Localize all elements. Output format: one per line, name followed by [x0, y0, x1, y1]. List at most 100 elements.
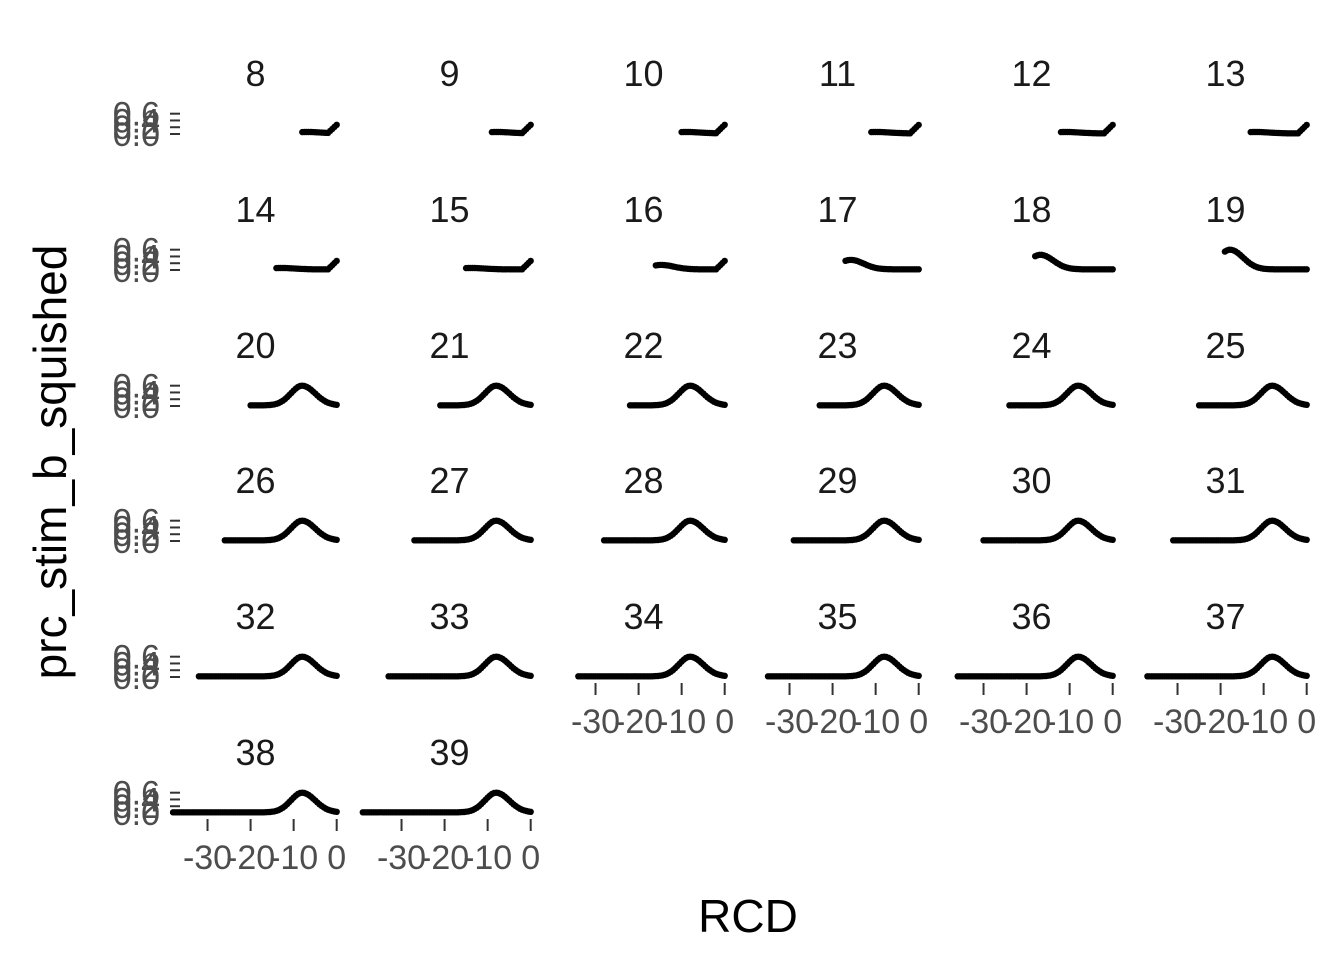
x-tick-label: -10 [851, 703, 900, 741]
panel-title: 36 [1011, 596, 1051, 637]
x-tick-label: -30 [959, 703, 1008, 741]
data-point [1303, 266, 1310, 273]
facet-panel: 39 -30-20-10 0 [359, 732, 540, 877]
panel-title: 11 [819, 53, 856, 94]
facet-panel: 16 [623, 189, 728, 273]
facet-panel: 29 [790, 460, 922, 544]
panel-title: 25 [1205, 325, 1245, 366]
panel-title: 32 [235, 596, 275, 637]
y-tick-label: 0.2 [113, 652, 160, 690]
facet-panel: 22 [623, 325, 728, 409]
x-tick-label: -10 [657, 703, 706, 741]
panel-title: 17 [817, 189, 857, 230]
y-tick-label: 0.0 [113, 523, 160, 561]
panel-title: 8 [245, 53, 265, 94]
panel-title: 38 [235, 732, 275, 773]
panel-title: 16 [623, 189, 663, 230]
data-point [721, 401, 728, 408]
x-tick-label: -20 [226, 839, 275, 877]
panel-title: 19 [1205, 189, 1245, 230]
panel-title: 15 [429, 189, 469, 230]
panel-title: 37 [1205, 596, 1245, 637]
data-point [1109, 121, 1116, 129]
y-tick-label: 0.0 [113, 659, 160, 697]
facet-panel: 8 0.00.20.40.6 [113, 53, 340, 154]
data-point [1303, 121, 1310, 129]
facet-panel: 23 [816, 325, 922, 409]
x-tick-label: -20 [1002, 703, 1051, 741]
y-tick-label: 0.4 [113, 781, 160, 819]
panel-title: 39 [429, 732, 469, 773]
x-tick-label: 0 [521, 839, 540, 877]
data-point [1109, 536, 1116, 543]
facet-panel: 18 [1011, 189, 1116, 273]
x-tick-label: 0 [1103, 703, 1122, 741]
facet-panel: 37 -30-20-10 0 [1144, 596, 1316, 741]
data-point [527, 808, 534, 815]
panel-title: 30 [1011, 460, 1051, 501]
panel-title: 26 [235, 460, 275, 501]
y-tick-label: 0.0 [113, 252, 160, 290]
facet-panel: 35 -30-20-10 0 [764, 596, 928, 741]
data-point [527, 401, 534, 408]
facet-panel: 38 0.00.20.40.6 -30-20-10 0 [113, 732, 346, 877]
y-tick-label: 0.2 [113, 245, 160, 283]
y-tick-label: 0.2 [113, 109, 160, 147]
panel-title: 9 [439, 53, 459, 94]
facet-panel: 13 [1205, 53, 1310, 137]
y-tick-label: 0.4 [113, 238, 160, 276]
data-point [1109, 401, 1116, 408]
data-point [527, 121, 534, 128]
data-point [915, 401, 922, 408]
panel-title: 34 [623, 596, 663, 637]
x-tick-label: 0 [715, 703, 734, 741]
facet-panel: 20 0.00.20.40.6 [113, 325, 340, 426]
x-tick-label: 0 [1297, 703, 1316, 741]
panel-title: 22 [623, 325, 663, 366]
y-tick-label: 0.0 [113, 116, 160, 154]
data-point [1303, 401, 1310, 408]
x-tick-label: -30 [571, 703, 620, 741]
panel-title: 27 [429, 460, 469, 501]
x-tick-label: 0 [327, 839, 346, 877]
y-tick-label: 0.4 [113, 374, 160, 412]
facet-panel: 15 [429, 189, 534, 273]
panel-title: 24 [1011, 325, 1051, 366]
y-tick-label: 0.6 [113, 639, 160, 677]
data-point [333, 672, 340, 679]
y-tick-label: 0.4 [113, 509, 160, 547]
x-tick-label: -20 [420, 839, 469, 877]
data-point [915, 266, 922, 273]
x-tick-label: -30 [377, 839, 426, 877]
x-axis-title: RCD [698, 890, 798, 942]
panel-title: 28 [623, 460, 663, 501]
facet-panel: 36 -30-20-10 0 [954, 596, 1122, 741]
x-tick-label: -10 [1239, 703, 1288, 741]
facet-panel: 34 -30-20-10 0 [571, 596, 734, 741]
x-tick-label: -30 [183, 839, 232, 877]
facet-panel: 26 0.00.20.40.6 [113, 460, 340, 561]
data-point [721, 257, 728, 265]
y-tick-label: 0.2 [113, 516, 160, 554]
facet-panel: 9 [439, 53, 534, 137]
facet-panel: 17 [817, 189, 922, 273]
facet-panel: 19 [1205, 189, 1310, 273]
panel-title: 10 [623, 53, 663, 94]
y-tick-label: 0.6 [113, 232, 160, 270]
data-point [333, 401, 340, 408]
y-tick-label: 0.0 [113, 388, 160, 426]
facet-panel: 14 0.00.20.40.6 [113, 189, 340, 290]
x-tick-label: -30 [1153, 703, 1202, 741]
y-tick-label: 0.4 [113, 102, 160, 140]
facet-panel: 33 [385, 596, 534, 680]
facet-panel: 24 [1006, 325, 1116, 409]
x-tick-label: -20 [808, 703, 857, 741]
x-tick-label: -20 [1196, 703, 1245, 741]
panel-title: 12 [1011, 53, 1051, 94]
panel-title: 21 [429, 325, 469, 366]
data-point [915, 536, 922, 543]
y-tick-label: 0.2 [113, 788, 160, 826]
facet-panel: 30 [980, 460, 1116, 544]
